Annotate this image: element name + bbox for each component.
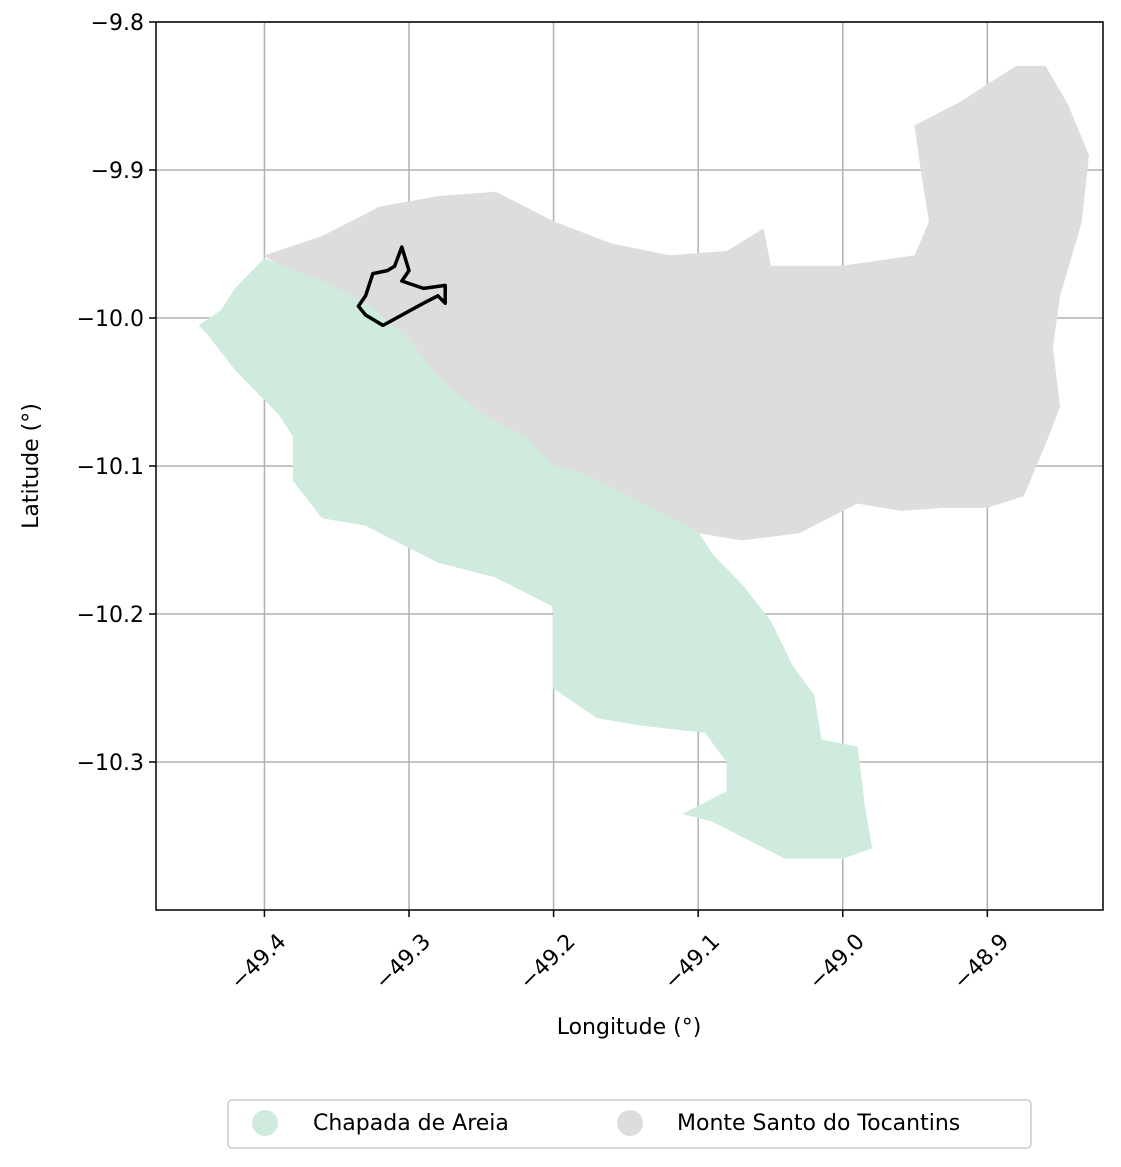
legend-swatch-monte-santo-do-tocantins xyxy=(617,1110,643,1136)
legend-label-chapada-de-areia: Chapada de Areia xyxy=(313,1111,509,1136)
y-tick-label-4: −10.2 xyxy=(77,603,144,628)
highlight-outline-layer xyxy=(356,245,447,328)
region-chapada-de-areia xyxy=(198,258,873,859)
x-axis-ticks: −49.4 −49.3 −49.2 −49.1 −49.0 −48.9 xyxy=(226,910,1014,995)
regions-layer xyxy=(198,65,1090,859)
highlighted-area-outline xyxy=(356,245,447,328)
x-tick-label-1: −49.3 xyxy=(371,929,436,994)
x-tick-label-4: −49.0 xyxy=(804,929,869,994)
x-tick-label-0: −49.4 xyxy=(226,929,291,994)
y-tick-label-0: −9.8 xyxy=(91,11,144,36)
y-tick-label-1: −9.9 xyxy=(91,159,144,184)
y-axis-ticks: −9.8 −9.9 −10.0 −10.1 −10.2 −10.3 xyxy=(77,11,156,776)
x-tick-label-3: −49.1 xyxy=(660,929,725,994)
x-tick-label-2: −49.2 xyxy=(515,929,580,994)
y-axis-label: Latitude (°) xyxy=(19,403,44,529)
y-tick-label-2: −10.0 xyxy=(77,307,144,332)
legend-swatch-chapada-de-areia xyxy=(252,1110,278,1136)
y-tick-label-5: −10.3 xyxy=(77,751,144,776)
y-tick-label-3: −10.1 xyxy=(77,455,144,480)
legend-label-monte-santo-do-tocantins: Monte Santo do Tocantins xyxy=(677,1111,960,1136)
legend: Chapada de Areia Monte Santo do Tocantin… xyxy=(227,1099,1032,1149)
x-tick-label-5: −48.9 xyxy=(949,929,1014,994)
x-axis-label: Longitude (°) xyxy=(557,1015,702,1040)
